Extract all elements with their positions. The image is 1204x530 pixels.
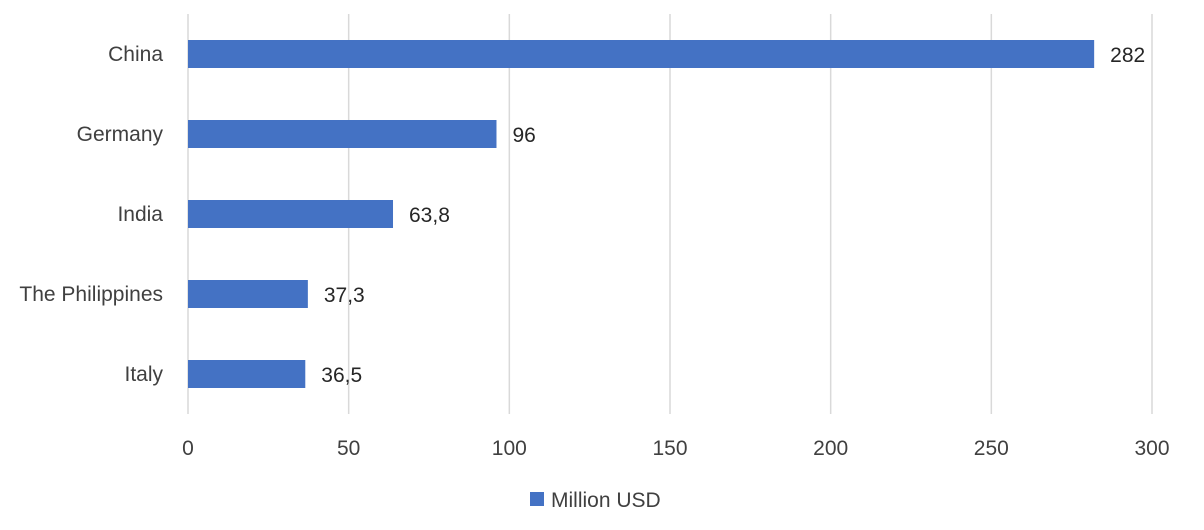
x-axis-tick-labels: 0 50 100 150 200 250 300 [182, 437, 1169, 460]
bar [188, 200, 394, 228]
category-label: Italy [124, 363, 163, 386]
category-label: Germany [77, 123, 164, 146]
category-label: India [117, 203, 163, 226]
x-tick-label: 300 [1134, 437, 1169, 460]
data-label: 36,5 [321, 364, 362, 387]
x-tick-label: 50 [337, 437, 360, 460]
x-tick-label: 150 [652, 437, 687, 460]
legend-swatch [530, 492, 544, 506]
x-tick-label: 250 [974, 437, 1009, 460]
data-label: 37,3 [324, 284, 365, 307]
gridlines [187, 14, 1153, 414]
bar [188, 360, 306, 388]
x-tick-label: 100 [492, 437, 527, 460]
x-tick-label: 0 [182, 437, 194, 460]
legend-label: Million USD [551, 489, 661, 512]
legend: Million USD [530, 489, 661, 512]
bar [188, 280, 308, 308]
bar [188, 40, 1095, 68]
data-labels: 282 96 63,8 37,3 36,5 [321, 44, 1145, 387]
bar [188, 120, 497, 148]
data-label: 63,8 [409, 204, 450, 227]
data-label: 96 [512, 124, 535, 147]
x-tick-label: 200 [813, 437, 848, 460]
data-label: 282 [1110, 44, 1145, 67]
bars [188, 40, 1095, 388]
category-label: The Philippines [19, 283, 163, 306]
category-label: China [108, 43, 163, 66]
category-labels: China Germany India The Philippines Italy [19, 43, 163, 386]
